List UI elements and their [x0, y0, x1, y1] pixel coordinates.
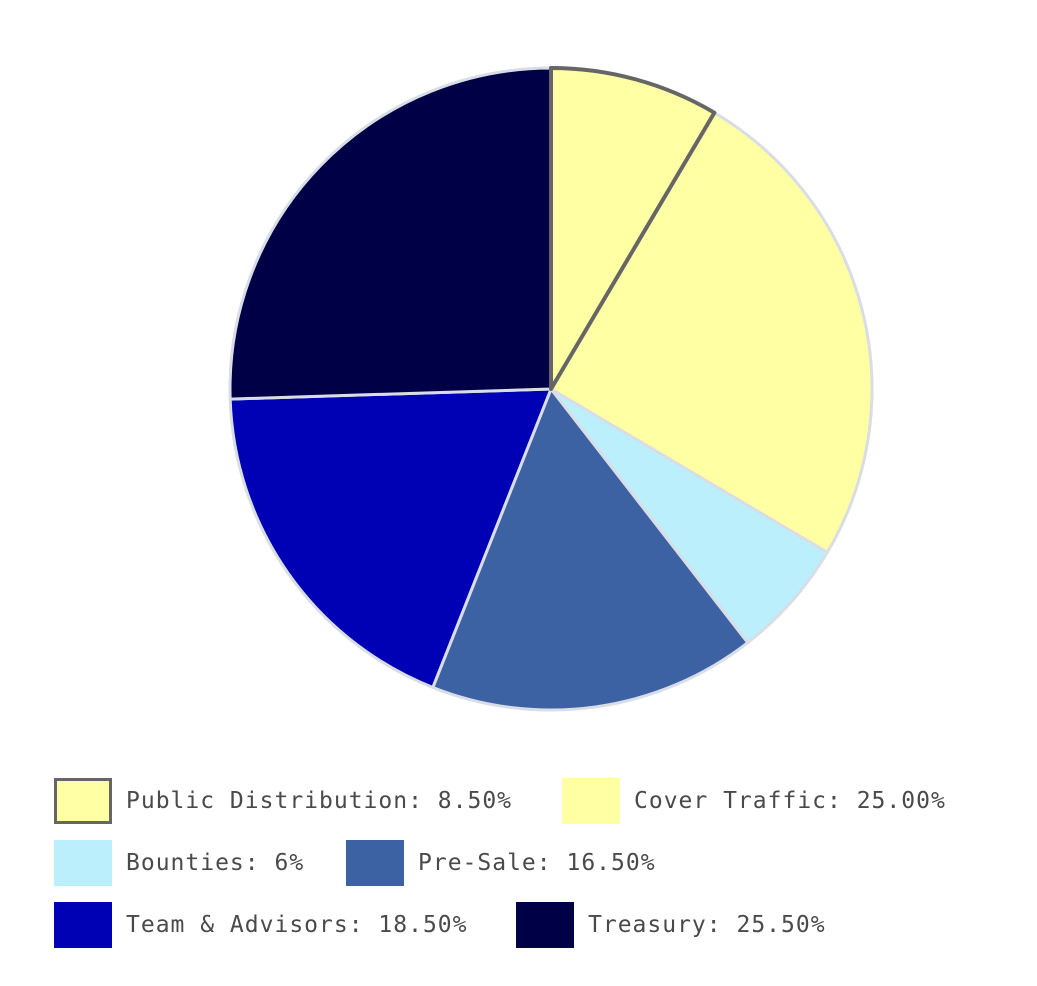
legend-swatch-team-advisors [54, 902, 112, 948]
legend-label-public-distribution: Public Distribution: 8.50% [126, 788, 513, 814]
pie-slice-team-advisors [228, 387, 553, 689]
legend-label-team-advisors: Team & Advisors: 18.50% [126, 912, 468, 938]
legend-label-cover-traffic: Cover Traffic: 25.00% [634, 788, 946, 814]
pie-slice-pre-sale [431, 387, 750, 712]
pie-slice-cover-traffic [549, 111, 874, 554]
legend-swatch-public-distribution [54, 778, 112, 824]
legend-item-public-distribution: Public Distribution: 8.50% [54, 776, 512, 826]
legend-label-bounties: Bounties: 6% [126, 850, 305, 876]
legend-item-bounties: Bounties: 6% [54, 838, 304, 888]
pie-slice-public-distribution [549, 66, 717, 391]
legend-label-treasury: Treasury: 25.50% [588, 912, 826, 938]
legend-item-cover-traffic: Cover Traffic: 25.00% [562, 776, 946, 826]
pie-plot-area [228, 66, 874, 712]
legend-item-treasury: Treasury: 25.50% [516, 900, 826, 950]
legend-item-team-advisors: Team & Advisors: 18.50% [54, 900, 468, 950]
legend-item-pre-sale: Pre-Sale: 16.50% [346, 838, 656, 888]
legend-swatch-cover-traffic [562, 778, 620, 824]
pie-slice-bounties [549, 387, 829, 645]
legend-swatch-bounties [54, 840, 112, 886]
legend-swatch-treasury [516, 902, 574, 948]
legend-swatch-pre-sale [346, 840, 404, 886]
legend-label-pre-sale: Pre-Sale: 16.50% [418, 850, 656, 876]
pie-slice-treasury [228, 66, 553, 401]
